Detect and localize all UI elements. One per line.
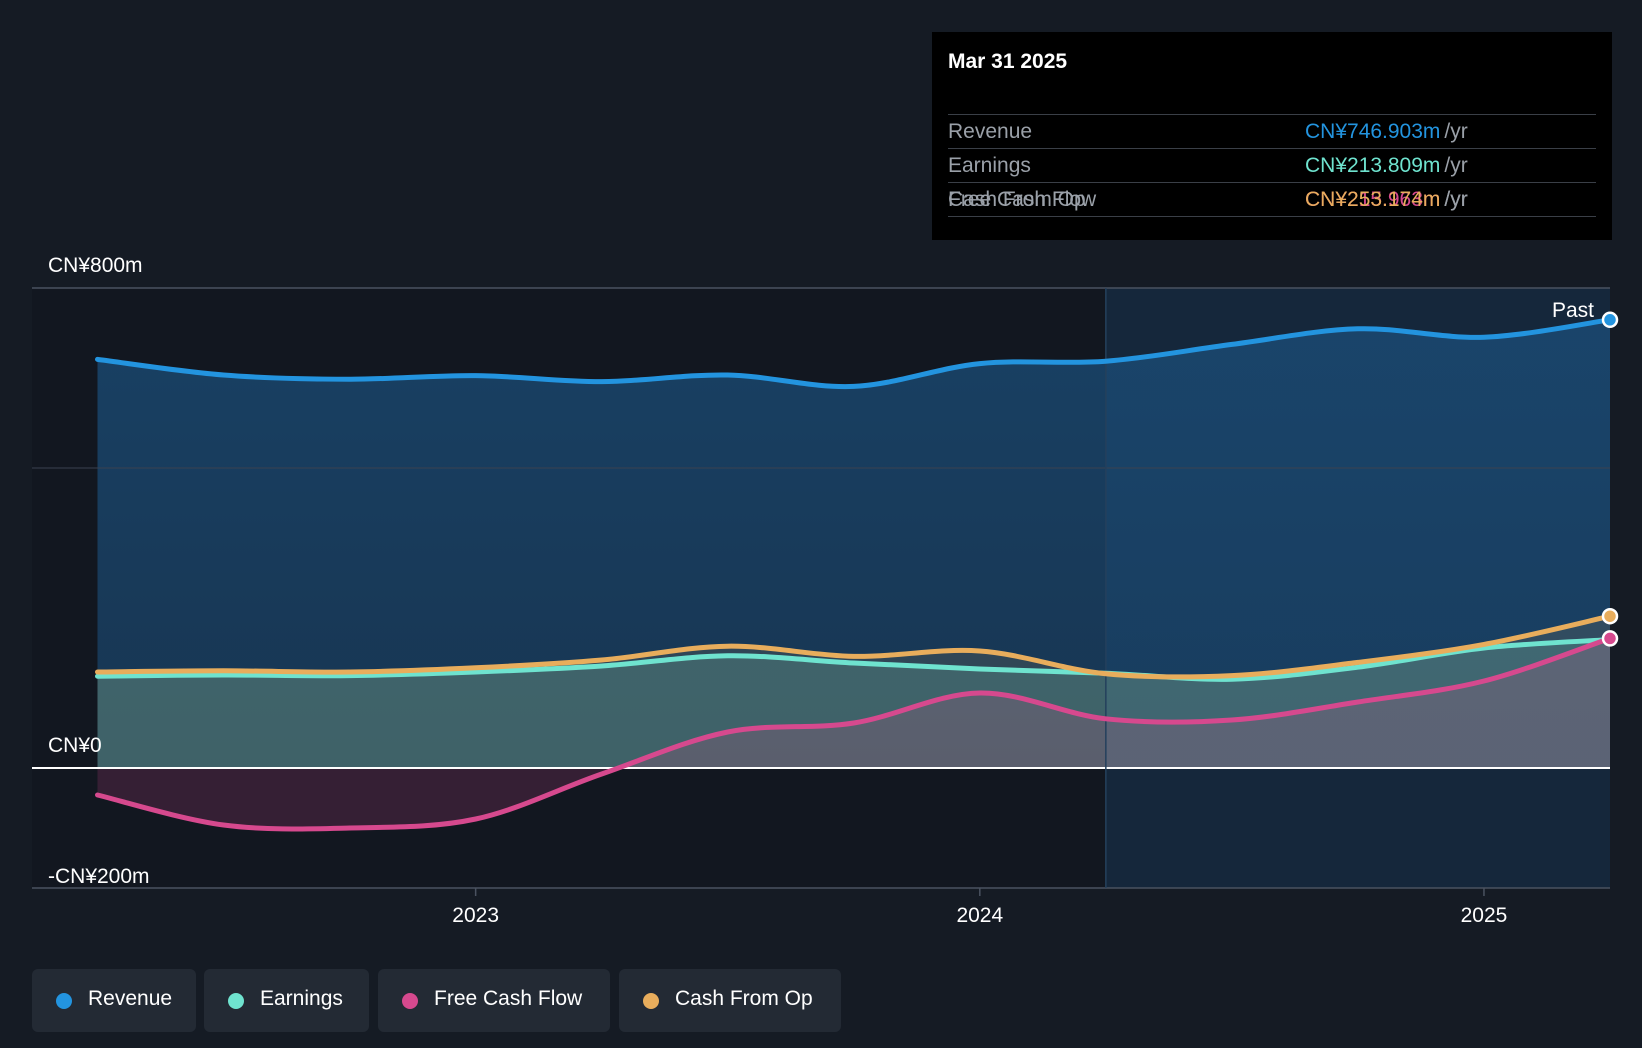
x-tick-label: 2025 (1461, 904, 1508, 927)
area-layer (97, 319, 1610, 829)
tooltip-unit: /yr (1444, 188, 1468, 211)
tooltip-row-revenue: Revenue CN¥746.903m/yr (948, 114, 1596, 149)
legend-item-revenue[interactable]: Revenue (32, 969, 196, 1032)
cash-from-op-area (97, 616, 1610, 768)
earnings-line (95, 637, 1613, 682)
cash-from-op-dot-icon (643, 993, 659, 1009)
tooltip-value: CN¥746.903m/yr (1305, 120, 1468, 144)
y-tick-label: CN¥800m (48, 254, 143, 277)
gridlines (32, 287, 1610, 889)
tooltip-value-text: CN¥253.174m (1305, 188, 1441, 211)
tooltip-value-text: CN¥215.963m (1305, 188, 1441, 211)
tooltip-unit: /yr (1444, 154, 1468, 177)
earnings-area (97, 639, 1610, 768)
cash-from-op-line (95, 613, 1613, 680)
line-layer (95, 311, 1619, 832)
free-cash-flow-line (95, 635, 1613, 832)
revenue-line (95, 317, 1613, 390)
tooltip-row-free-cash-flow: Free Cash Flow CN¥215.963m/yr (948, 182, 1596, 217)
tooltip-unit: /yr (1444, 120, 1468, 143)
earnings-dot-icon (228, 993, 244, 1009)
cash-from-op-end-point (1601, 607, 1619, 625)
tooltip-label: Cash From Op (948, 188, 1086, 211)
tooltip-value: CN¥253.174m/yr (1305, 188, 1468, 212)
tooltip-label: Earnings (948, 154, 1031, 177)
tooltip-label: Free Cash Flow (948, 188, 1097, 211)
x-tick-label: 2023 (452, 904, 499, 927)
legend-label: Cash From Op (675, 987, 813, 1010)
legend-item-cash-from-op[interactable]: Cash From Op (619, 969, 841, 1032)
revenue-end-point (1601, 311, 1619, 329)
revenue-dot-icon (56, 993, 72, 1009)
tooltip-date: Mar 31 2025 (948, 50, 1068, 73)
legend-item-earnings[interactable]: Earnings (204, 969, 369, 1032)
tooltip-value-text: CN¥213.809m (1305, 154, 1441, 177)
legend-label: Earnings (260, 987, 343, 1010)
legend-item-free-cash-flow[interactable]: Free Cash Flow (378, 969, 610, 1032)
free-cash-flow-area (97, 638, 1610, 829)
tooltip-unit: /yr (1444, 188, 1468, 211)
tooltip-value: CN¥213.809m/yr (1305, 154, 1468, 178)
y-tick-label: -CN¥200m (48, 865, 150, 888)
x-tick-label: 2024 (956, 904, 1003, 927)
tooltip-row-cash-from-op: Cash From Op CN¥253.174m/yr (948, 188, 1596, 251)
legend-label: Free Cash Flow (434, 987, 583, 1010)
revenue-area (97, 319, 1610, 768)
tooltip-value-text: CN¥746.903m (1305, 120, 1441, 143)
tooltip: Mar 31 2025 Revenue CN¥746.903m/yr Earni… (932, 32, 1612, 240)
past-label: Past (1552, 299, 1594, 322)
free-cash-flow-end-point (1601, 630, 1619, 647)
legend-label: Revenue (88, 987, 173, 1010)
axis-labels: CN¥800m CN¥0 -CN¥200m 2023 2024 2025 Past (48, 254, 1594, 927)
free-cash-flow-dot-icon (402, 993, 418, 1009)
y-tick-label: CN¥0 (48, 734, 102, 757)
tooltip-value: CN¥215.963m/yr (1305, 188, 1468, 212)
tooltip-label: Revenue (948, 120, 1033, 143)
tooltip-row-earnings: Earnings CN¥213.809m/yr (948, 148, 1596, 183)
